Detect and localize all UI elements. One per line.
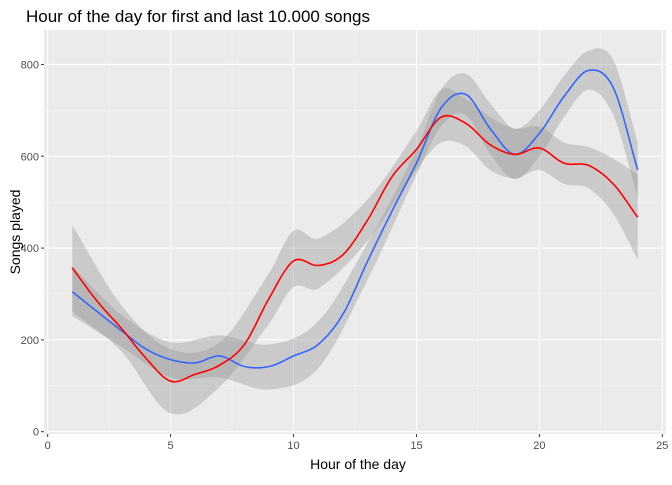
y-tick-label: 200 — [21, 335, 39, 347]
major-gridlines — [44, 30, 666, 434]
confidence-bands — [72, 48, 638, 415]
y-tick-label: 400 — [21, 243, 39, 255]
y-tick-label: 600 — [21, 151, 39, 163]
x-axis-title: Hour of the day — [310, 456, 406, 472]
y-axis-ticks: 0 200 400 600 800 — [21, 59, 44, 439]
chart-title: Hour of the day for first and last 10.00… — [26, 7, 370, 26]
y-tick-label: 0 — [33, 427, 39, 439]
minor-gridlines — [44, 30, 666, 434]
confidence-band — [72, 88, 638, 415]
series-lines — [71, 69, 639, 383]
x-tick-label: 20 — [533, 440, 545, 452]
y-tick-label: 800 — [21, 59, 39, 71]
x-tick-label: 5 — [168, 440, 174, 452]
x-tick-label: 15 — [410, 440, 422, 452]
y-axis-title: Songs played — [7, 190, 23, 275]
confidence-band — [72, 48, 638, 390]
x-tick-label: 25 — [656, 440, 668, 452]
series-line — [71, 114, 639, 383]
x-tick-label: 10 — [287, 440, 299, 452]
x-tick-label: 0 — [45, 440, 51, 452]
x-axis-ticks: 0 5 10 15 20 25 — [45, 434, 668, 452]
series-line — [71, 69, 639, 369]
